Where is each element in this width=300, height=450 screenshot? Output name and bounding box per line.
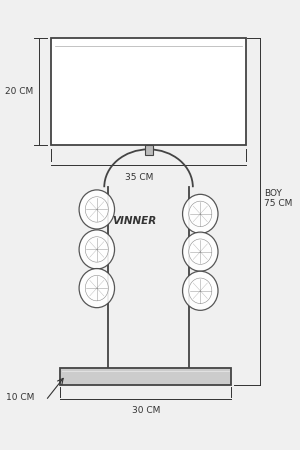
Ellipse shape: [85, 237, 108, 262]
Text: 10 CM: 10 CM: [6, 393, 34, 402]
Ellipse shape: [183, 271, 218, 310]
Text: 35 CM: 35 CM: [125, 173, 154, 182]
Ellipse shape: [189, 201, 212, 227]
Ellipse shape: [183, 194, 218, 234]
Text: VINNER: VINNER: [112, 216, 156, 225]
Text: BOY
75 CM: BOY 75 CM: [264, 189, 293, 208]
Ellipse shape: [79, 269, 115, 308]
Ellipse shape: [79, 190, 115, 229]
Ellipse shape: [189, 239, 212, 265]
Ellipse shape: [79, 230, 115, 269]
Bar: [60, 368, 231, 385]
Ellipse shape: [183, 232, 218, 271]
Ellipse shape: [85, 275, 108, 301]
Ellipse shape: [189, 278, 212, 303]
Bar: [51, 38, 246, 145]
Text: 20 CM: 20 CM: [5, 87, 33, 96]
Ellipse shape: [85, 197, 108, 222]
Bar: [145, 145, 153, 155]
Text: 30 CM: 30 CM: [131, 406, 160, 415]
